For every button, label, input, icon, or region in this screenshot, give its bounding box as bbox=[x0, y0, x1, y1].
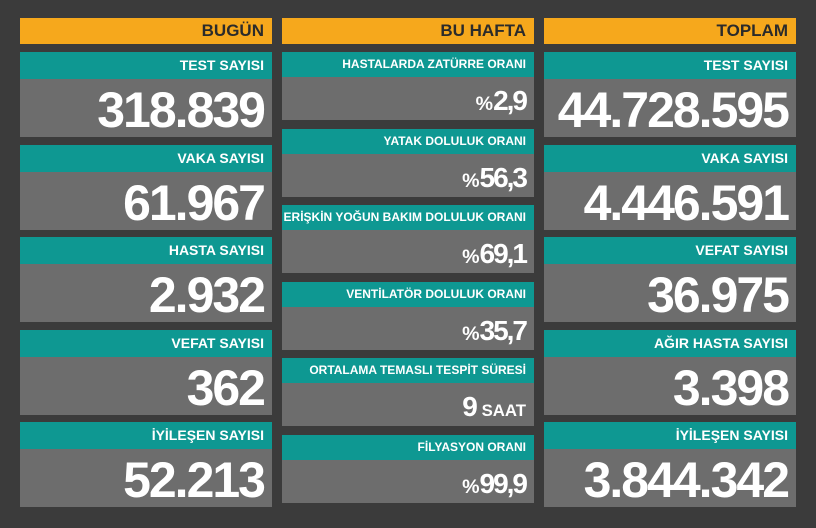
value-text: 3.398 bbox=[672, 359, 790, 416]
value-prefix: % bbox=[475, 93, 494, 115]
card-value: 36.975 bbox=[544, 264, 796, 324]
value-prefix: % bbox=[462, 476, 480, 498]
value-text: 362 bbox=[186, 359, 266, 416]
label-text: VAKA SAYISI bbox=[177, 149, 264, 166]
card-value: 61.967 bbox=[20, 171, 272, 231]
card-label: TEST SAYISI bbox=[544, 52, 796, 79]
card-label: VAKA SAYISI bbox=[20, 144, 272, 172]
card-value: %2,9 bbox=[282, 77, 534, 120]
value-text: 56,3 bbox=[479, 161, 528, 193]
card-label: VENTİLATÖR DOLULUK ORANI bbox=[282, 281, 534, 307]
value-text: 44.728.595 bbox=[557, 82, 790, 138]
label-text: VAKA SAYISI bbox=[701, 149, 788, 166]
value-text: 2,9 bbox=[493, 85, 528, 116]
label-text: HASTALARDA ZATÜRRE ORANI bbox=[342, 57, 526, 71]
header-text: BUGÜN bbox=[201, 21, 264, 40]
card-value: %69,1 bbox=[282, 230, 534, 274]
card-value: %35,7 bbox=[282, 306, 534, 350]
label-text: VENTİLATÖR DOLULUK ORANI bbox=[346, 286, 526, 301]
value-text: 318.839 bbox=[97, 82, 266, 138]
card-label: VAKA SAYISI bbox=[544, 144, 796, 172]
card-label: VEFAT SAYISI bbox=[544, 237, 796, 265]
header-text: TOPLAM bbox=[716, 21, 788, 40]
label-text: ORTALAMA TEMASLI TESPİT SÜRESİ bbox=[309, 363, 526, 378]
card-label: FİLYASYON ORANI bbox=[282, 435, 534, 460]
header-text: BU HAFTA bbox=[440, 21, 526, 40]
label-text: ERİŞKİN YOĞUN BAKIM DOLULUK ORANI bbox=[283, 210, 526, 225]
value-text: 9 bbox=[462, 391, 478, 423]
label-text: TEST SAYISI bbox=[703, 57, 788, 73]
label-text: VEFAT SAYISI bbox=[171, 334, 264, 351]
value-prefix: % bbox=[462, 246, 480, 269]
value-text: 35,7 bbox=[479, 314, 528, 346]
card-label: VEFAT SAYISI bbox=[20, 329, 272, 357]
label-text: İYİLEŞEN SAYISI bbox=[151, 427, 264, 444]
value-text: 4.446.591 bbox=[583, 174, 790, 231]
label-text: İYİLEŞEN SAYISI bbox=[675, 427, 788, 444]
card-label: ORTALAMA TEMASLI TESPİT SÜRESİ bbox=[282, 358, 534, 384]
value-prefix: % bbox=[462, 322, 480, 345]
value-text: 61.967 bbox=[123, 174, 266, 231]
card-value: %56,3 bbox=[282, 153, 534, 197]
card-value: 9 SAAT bbox=[282, 383, 534, 427]
column-header: TOPLAM bbox=[544, 18, 796, 44]
card-label: HASTA SAYISI bbox=[20, 237, 272, 265]
card-label: HASTALARDA ZATÜRRE ORANI bbox=[282, 52, 534, 77]
column-header: BU HAFTA bbox=[282, 18, 534, 44]
card-value: 52.213 bbox=[20, 449, 272, 509]
value-text: 2.932 bbox=[148, 267, 266, 324]
value-unit: SAAT bbox=[481, 401, 526, 421]
label-text: VEFAT SAYISI bbox=[695, 242, 788, 259]
label-text: HASTA SAYISI bbox=[168, 242, 264, 259]
label-text: FİLYASYON ORANI bbox=[417, 440, 526, 454]
value-text: 99,9 bbox=[479, 468, 528, 499]
value-text: 3.844.342 bbox=[583, 452, 790, 509]
value-text: 52.213 bbox=[123, 452, 266, 509]
card-label: ERİŞKİN YOĞUN BAKIM DOLULUK ORANI bbox=[282, 205, 534, 231]
card-label: AĞIR HASTA SAYISI bbox=[544, 329, 796, 357]
card-value: 3.398 bbox=[544, 356, 796, 416]
column-header: BUGÜN bbox=[20, 18, 272, 44]
label-text: TEST SAYISI bbox=[179, 57, 264, 73]
label-text: YATAK DOLULUK ORANI bbox=[383, 133, 526, 148]
card-value: 362 bbox=[20, 356, 272, 416]
card-label: İYİLEŞEN SAYISI bbox=[20, 422, 272, 450]
value-prefix: % bbox=[462, 169, 480, 192]
card-value: 2.932 bbox=[20, 264, 272, 324]
card-value: 44.728.595 bbox=[544, 79, 796, 138]
value-text: 69,1 bbox=[479, 238, 528, 270]
card-label: İYİLEŞEN SAYISI bbox=[544, 422, 796, 450]
card-label: TEST SAYISI bbox=[20, 52, 272, 79]
card-label: YATAK DOLULUK ORANI bbox=[282, 128, 534, 154]
card-value: %99,9 bbox=[282, 460, 534, 503]
value-text: 36.975 bbox=[647, 267, 790, 324]
card-value: 4.446.591 bbox=[544, 171, 796, 231]
card-value: 3.844.342 bbox=[544, 449, 796, 509]
label-text: AĞIR HASTA SAYISI bbox=[653, 334, 788, 351]
card-value: 318.839 bbox=[20, 79, 272, 138]
